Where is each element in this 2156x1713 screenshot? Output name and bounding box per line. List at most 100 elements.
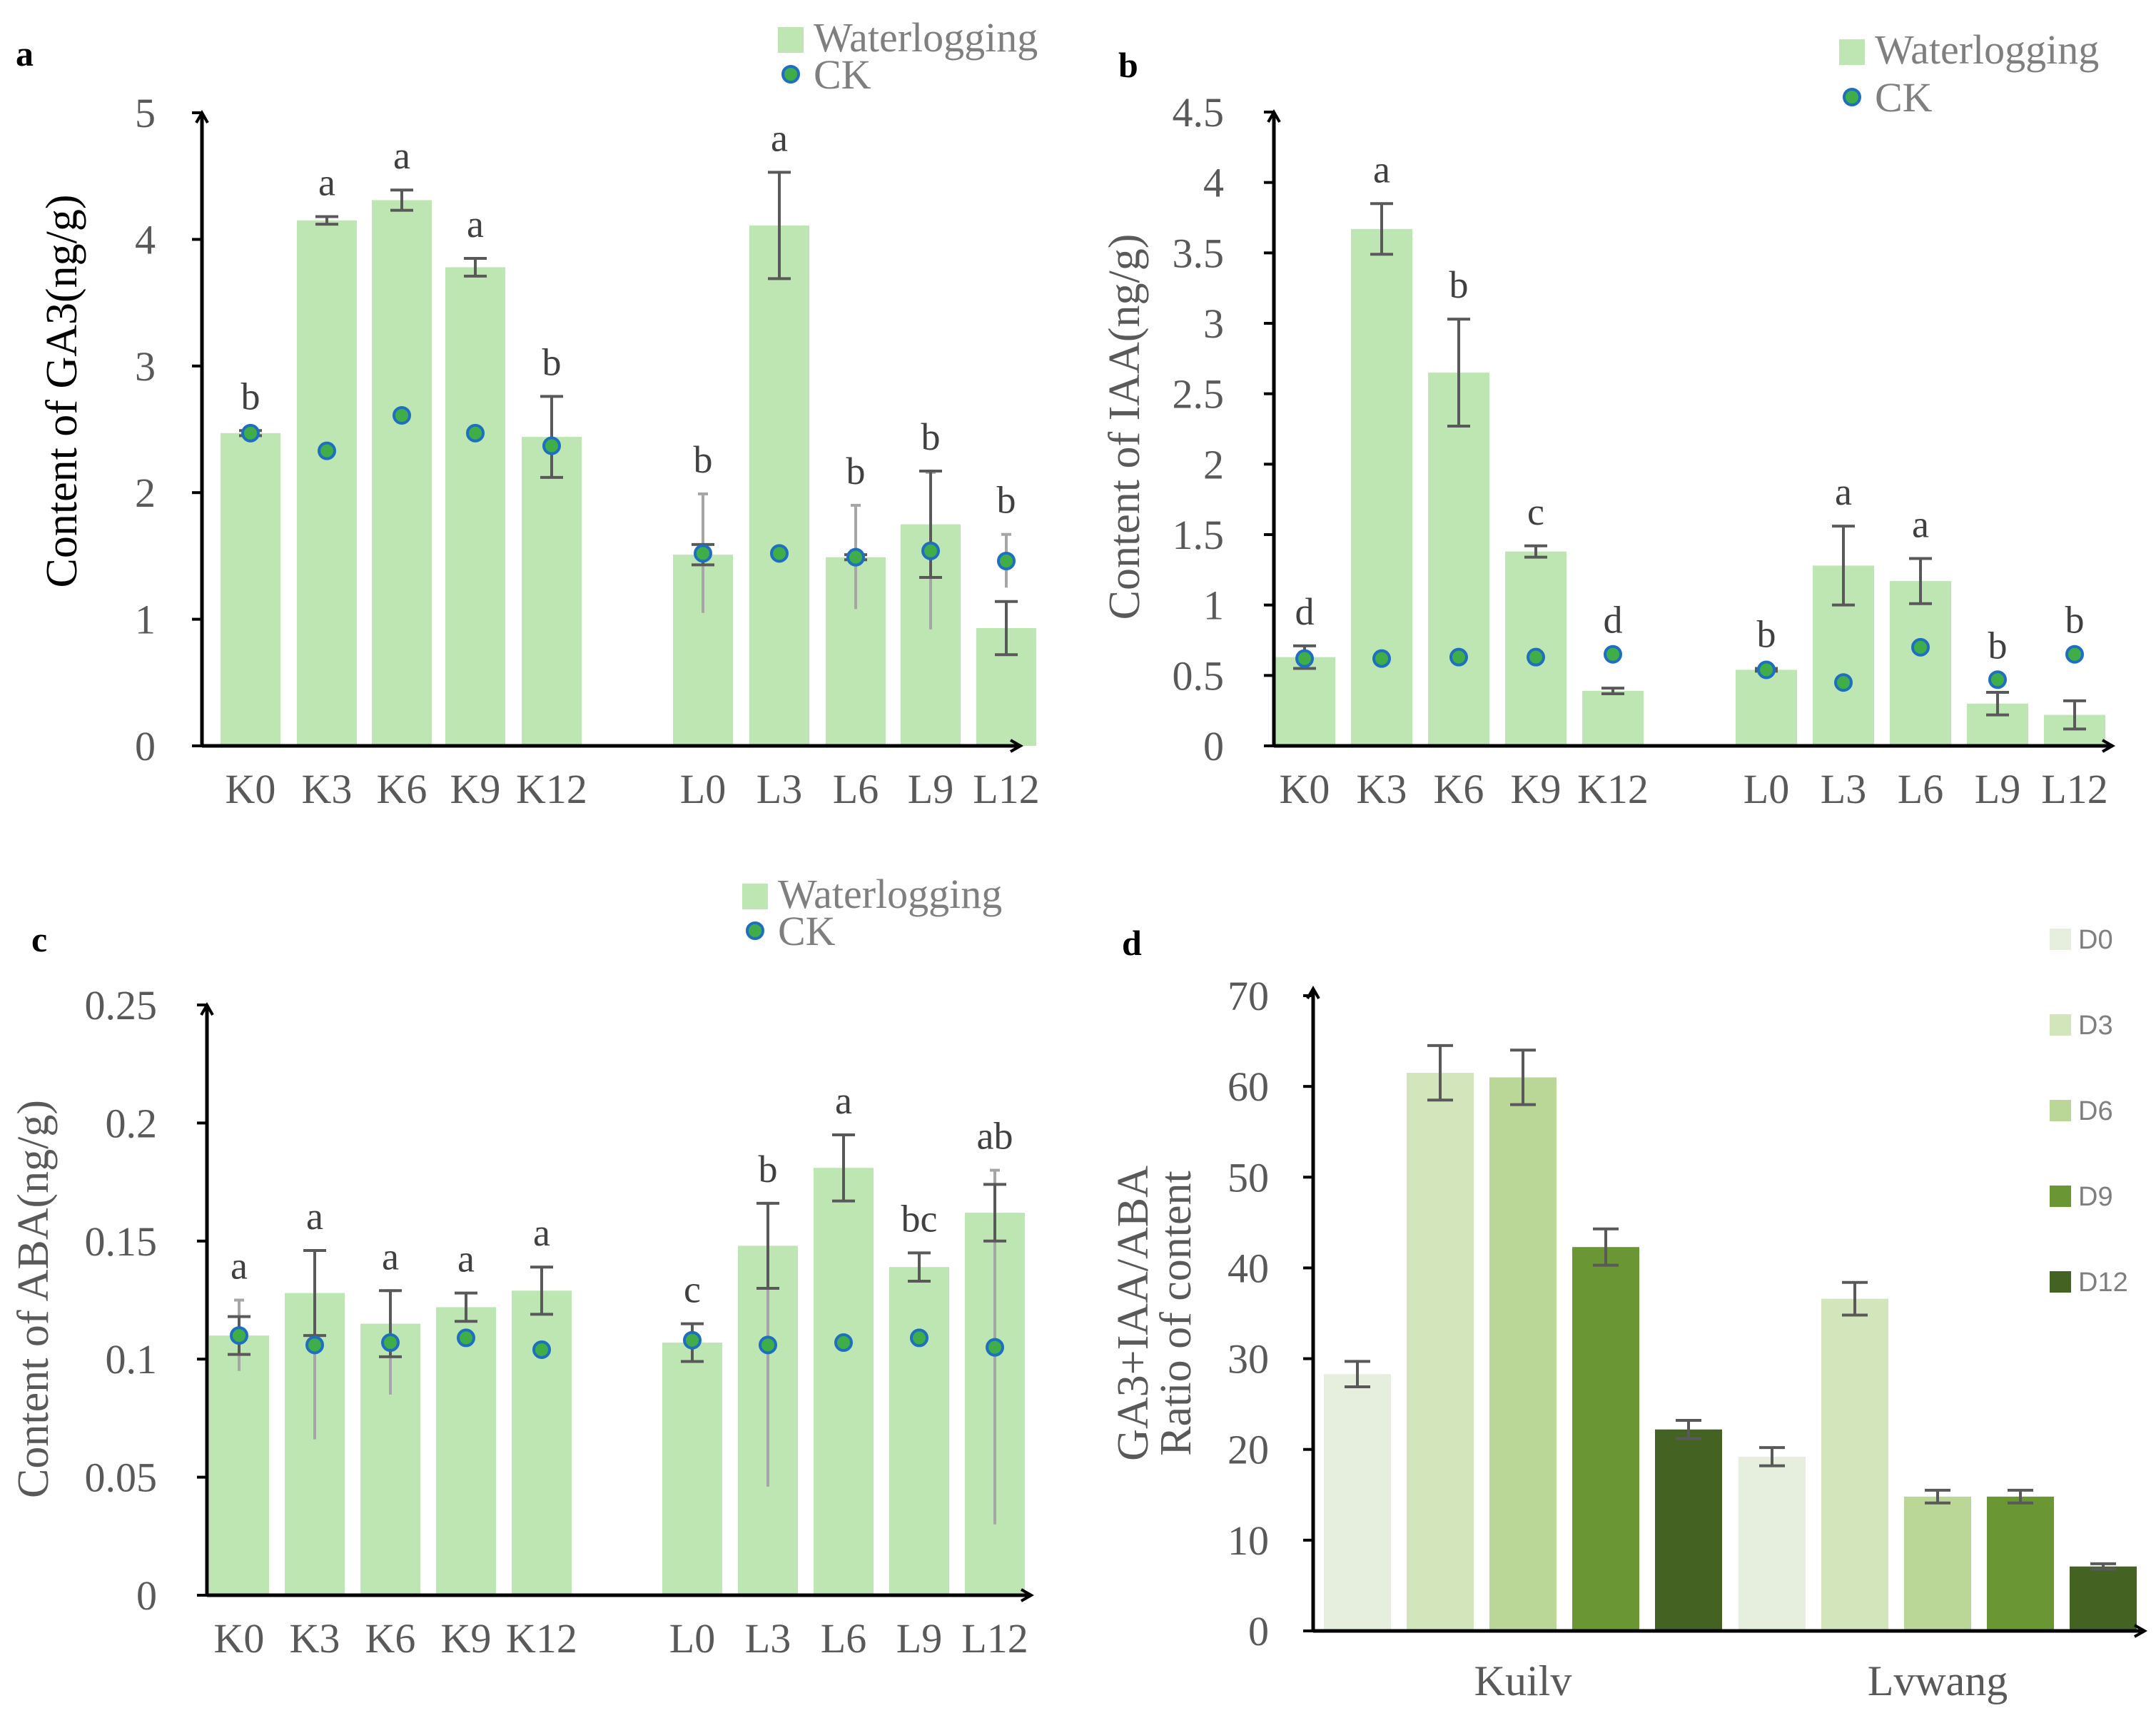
x-group-label: Kuilv — [1474, 1657, 1572, 1704]
y-tick-label: 5 — [135, 90, 156, 136]
bar-waterlogging — [445, 267, 505, 747]
significance-letter: b — [1988, 624, 2008, 667]
legend-label-ck: CK — [1875, 74, 1933, 121]
y-tick-label: 0.25 — [85, 982, 158, 1029]
chart-panel-d: 0 10 20 30 40 50 60 70 Kuilv Lvwang GA3+IAA/ABARat… — [1109, 925, 2145, 1704]
ck-point — [466, 423, 485, 443]
ck-point — [532, 1340, 551, 1359]
y-tick-label: 0.5 — [1173, 652, 1225, 699]
bar-waterlogging — [1351, 228, 1412, 747]
chart-panel-b: d a b c d b a a b b 0 0.5 1 1.5 2 2.5 3 3.5 4 4.5 K0 K3 K6 K9 K1… — [1100, 26, 2112, 812]
y-tick-label: 4 — [1203, 160, 1224, 206]
ck-point — [457, 1328, 475, 1348]
ck-point — [1757, 660, 1776, 679]
bar-d9 — [1572, 1247, 1639, 1631]
x-category-label: K6 — [1434, 766, 1484, 812]
significance-letter: d — [1604, 599, 1623, 642]
y-tick-label: 0.1 — [106, 1336, 158, 1383]
bar-waterlogging — [1582, 691, 1644, 746]
ck-point — [1295, 649, 1314, 668]
y-tick-label: 20 — [1228, 1427, 1269, 1473]
x-category-label: K3 — [290, 1615, 340, 1662]
ck-point — [393, 405, 411, 425]
legend-swatch-d12 — [2050, 1271, 2071, 1293]
significance-letter: a — [771, 116, 788, 159]
legend-marker-ck — [781, 65, 800, 84]
significance-letter: b — [241, 375, 260, 418]
bar-waterlogging — [372, 200, 432, 746]
y-tick-label: 0 — [135, 723, 156, 769]
y-tick-label: 0 — [1203, 723, 1224, 769]
y-tick-label: 50 — [1228, 1154, 1269, 1201]
bar-waterlogging — [1428, 373, 1489, 746]
legend-swatch-waterlogging — [778, 27, 804, 53]
x-category-label: L6 — [833, 766, 879, 812]
ck-point — [910, 1328, 928, 1348]
significance-letter: a — [835, 1079, 852, 1122]
x-category-label: L9 — [1975, 766, 2020, 812]
bar-waterlogging — [297, 220, 357, 746]
ck-point — [381, 1333, 400, 1353]
y-tick-label: 1 — [135, 597, 156, 643]
bar-d3 — [1821, 1298, 1888, 1631]
ck-point — [1449, 647, 1468, 667]
x-category-label: K6 — [377, 766, 427, 812]
legend-swatch-d6 — [2050, 1100, 2071, 1121]
x-category-label: L0 — [1743, 766, 1789, 812]
legend-label-d12: D12 — [2078, 1268, 2128, 1298]
legend-marker-ck — [746, 921, 764, 940]
ck-point — [694, 544, 712, 563]
x-category-label: L3 — [745, 1615, 791, 1662]
y-tick-label: 3 — [1203, 300, 1224, 347]
significance-letter: c — [1527, 490, 1544, 533]
x-category-label: K3 — [1357, 766, 1407, 812]
bar-waterlogging — [1736, 669, 1797, 746]
bar-d12 — [1655, 1429, 1722, 1631]
bar-waterlogging — [522, 437, 582, 746]
y-tick-label: 2.5 — [1173, 371, 1225, 418]
x-category-label: K0 — [1280, 766, 1330, 812]
significance-letter: d — [1295, 590, 1315, 633]
bar-d9 — [1987, 1496, 2054, 1631]
significance-letter: a — [1912, 503, 1929, 546]
x-category-label: K9 — [450, 766, 501, 812]
ck-point — [230, 1326, 248, 1345]
x-category-label: K12 — [506, 1615, 577, 1662]
ck-point — [241, 423, 260, 443]
significance-letter: c — [684, 1268, 701, 1311]
ck-point — [1834, 673, 1853, 692]
legend-swatch-d0 — [2050, 929, 2071, 950]
bar-waterlogging — [1890, 581, 1951, 746]
panel-letter-c: c — [31, 919, 47, 959]
legend-label-d3: D3 — [2078, 1011, 2113, 1041]
y-tick-label: 2 — [135, 470, 156, 516]
ck-point — [1988, 670, 2007, 689]
y-axis-label-line1: GA3+IAA/ABA — [1109, 1166, 1158, 1461]
panel-letter-d: d — [1122, 923, 1142, 963]
bar-d0 — [1324, 1374, 1391, 1631]
x-category-label: L9 — [908, 766, 953, 812]
y-tick-label: 30 — [1228, 1336, 1269, 1383]
bar-waterlogging — [662, 1343, 722, 1595]
significance-letter: ab — [977, 1115, 1013, 1158]
y-tick-label: 3 — [135, 343, 156, 390]
significance-letter: bc — [901, 1197, 938, 1240]
legend-swatch-d9 — [2050, 1186, 2071, 1207]
x-category-label: L12 — [973, 766, 1039, 812]
x-category-label: K0 — [214, 1615, 265, 1662]
significance-letter: b — [921, 415, 941, 458]
y-axis-label: Content of GA3(ng/g) — [38, 194, 86, 587]
y-tick-label: 1 — [1203, 582, 1224, 629]
y-axis-label: Content of ABA(ng/g) — [9, 1100, 58, 1498]
y-axis-label-line2: Ratio of content — [1152, 1171, 1200, 1455]
legend-label-waterlogging: Waterlogging — [1875, 26, 2099, 73]
y-tick-label: 0 — [1248, 1608, 1269, 1654]
y-tick-label: 0.15 — [85, 1218, 158, 1265]
bar-d3 — [1407, 1073, 1474, 1631]
x-category-label: L6 — [1898, 766, 1943, 812]
chart-panel-a: b a a a b b a b b b 0 1 2 3 4 5 K0 K3 K6 K9 K12 L0 L3 L6 L9 L12 Co… — [38, 14, 1040, 812]
legend-label-d9: D9 — [2078, 1182, 2113, 1212]
x-category-label: K6 — [365, 1615, 416, 1662]
